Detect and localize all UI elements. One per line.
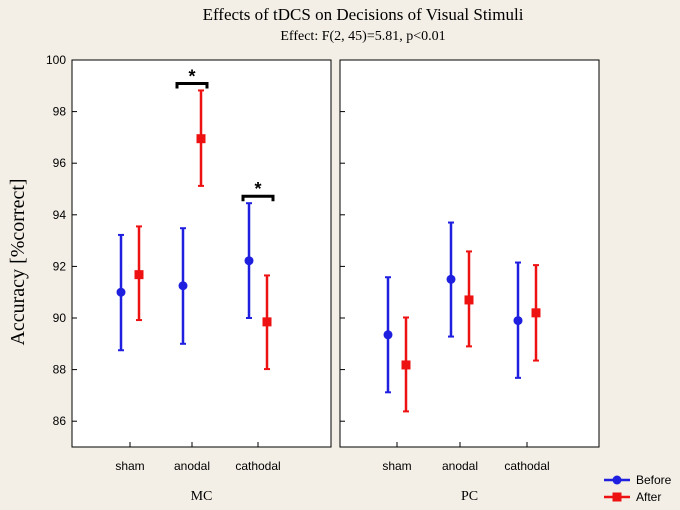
- panel-label-pc: PC: [461, 489, 478, 504]
- point-mc-cathodal-after: [262, 317, 272, 327]
- significance-star-anodal: *: [188, 66, 195, 86]
- y-tick-label: 88: [53, 363, 67, 377]
- point-pc-anodal-after: [464, 295, 474, 305]
- panel-label-mc: MC: [191, 489, 213, 504]
- point-mc-sham-after: [134, 270, 144, 280]
- y-tick-label: 100: [46, 53, 66, 67]
- y-tick-label: 92: [53, 259, 67, 273]
- x-tick-label-mc: cathodal: [235, 459, 280, 473]
- point-mc-anodal-after: [196, 134, 206, 144]
- y-tick-label: 86: [53, 414, 67, 428]
- point-pc-cathodal-after: [531, 308, 541, 318]
- plot-layer: 86 88 90 92 94 96 98 100 sham anodal cathodal MC * * s…: [46, 53, 600, 504]
- point-pc-cathodal-before: [513, 316, 523, 326]
- y-tick-label: 94: [53, 208, 67, 222]
- y-tick-label: 98: [53, 105, 67, 119]
- significance-bracket-anodal: [175, 81, 209, 89]
- significance-bracket-cathodal: [241, 194, 275, 202]
- legend-marker-before: [612, 475, 622, 485]
- chart-subtitle: Effect: F(2, 45)=5.81, p<0.01: [280, 29, 445, 44]
- point-pc-sham-before: [383, 330, 393, 340]
- legend-marker-after: [612, 492, 622, 502]
- legend-label-after: After: [636, 490, 661, 504]
- significance-star-cathodal: *: [254, 179, 261, 199]
- y-axis-label: Accuracy [%correct]: [7, 178, 29, 345]
- x-tick-label-pc: anodal: [442, 459, 478, 473]
- legend: Before After: [604, 473, 672, 504]
- point-mc-anodal-before: [178, 281, 188, 291]
- point-pc-sham-after: [401, 360, 411, 370]
- chart-title: Effects of tDCS on Decisions of Visual S…: [203, 5, 524, 24]
- legend-label-before: Before: [636, 473, 672, 487]
- point-mc-sham-before: [116, 287, 126, 297]
- x-tick-label-mc: sham: [115, 459, 144, 473]
- point-pc-anodal-before: [446, 274, 456, 284]
- x-tick-label-mc: anodal: [174, 459, 210, 473]
- x-tick-label-pc: cathodal: [504, 459, 549, 473]
- y-tick-label: 96: [53, 156, 67, 170]
- x-tick-label-pc: sham: [382, 459, 411, 473]
- y-tick-label: 90: [53, 311, 67, 325]
- point-mc-cathodal-before: [244, 256, 254, 266]
